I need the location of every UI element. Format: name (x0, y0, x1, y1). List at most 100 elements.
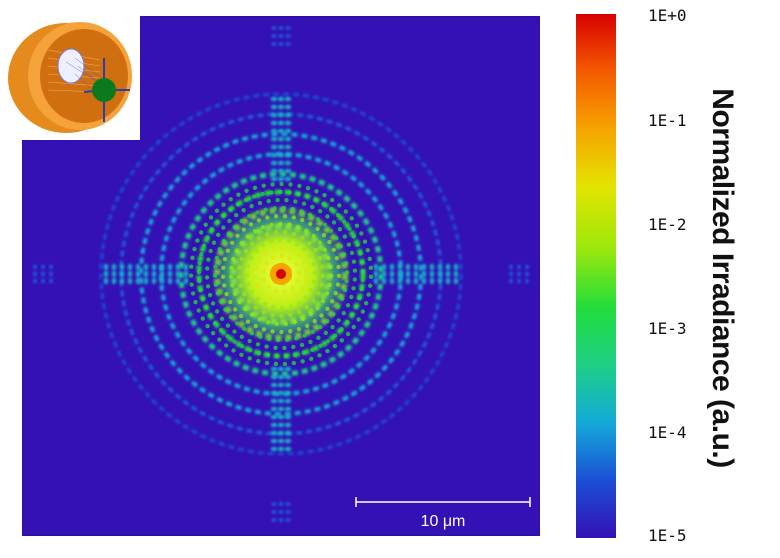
spike-dot (277, 446, 285, 452)
speckle-dot (273, 289, 279, 294)
speckle-dot (260, 225, 266, 230)
speckle-dot (350, 312, 355, 317)
spike-dot (103, 270, 109, 278)
speckle-dot (351, 259, 357, 264)
spike-dot (277, 414, 285, 420)
spike-dot (159, 277, 165, 285)
spike-dot (284, 446, 292, 452)
spike-dot (509, 278, 513, 284)
speckle-dot (368, 265, 373, 271)
speckle-dot (254, 248, 259, 253)
speckle-dot (309, 356, 314, 361)
spike-dot (278, 518, 284, 522)
spike-dot (284, 366, 292, 372)
colorbar-tick-1e-1: 1E-1 (648, 111, 687, 130)
speckle-dot (325, 306, 330, 312)
spike-dot (111, 277, 117, 285)
spike-dot (135, 270, 141, 278)
speckle-dot (235, 233, 240, 238)
spike-dot (284, 96, 292, 102)
speckle-dot (255, 342, 261, 347)
spike-dot (127, 270, 133, 278)
spike-dot (429, 270, 435, 278)
spike-dot (270, 398, 278, 404)
colorbar-tick-1e-4: 1E-4 (648, 423, 687, 442)
spike-dot (271, 42, 277, 46)
speckle-dot (352, 277, 357, 282)
spike-dot (143, 263, 149, 271)
speckle-dot (313, 247, 318, 253)
speckle-dot (282, 345, 287, 351)
speckle-dot (312, 318, 317, 324)
speckle-dot (221, 265, 226, 270)
speckle-dot (290, 285, 295, 291)
speckle-dot (301, 201, 307, 206)
speckle-dot (257, 200, 263, 206)
spike-dot (277, 374, 285, 380)
speckle-dot (360, 269, 366, 274)
speckle-dot (231, 348, 236, 353)
speckle-dot (307, 253, 313, 259)
speckle-dot (238, 313, 244, 319)
spike-dot (397, 277, 403, 285)
speckle-dot (279, 253, 284, 259)
speckle-dot (351, 324, 356, 330)
telescope-model-inset (0, 0, 140, 140)
speckle-dot (278, 189, 283, 195)
speckle-dot (315, 306, 320, 311)
spike-dot (270, 390, 278, 396)
spike-dot (277, 430, 285, 436)
diffraction-ring (178, 171, 384, 377)
speckle-dot (264, 360, 270, 366)
spike-dot (525, 271, 529, 277)
speckle-dot (288, 329, 293, 334)
speckle-dot (300, 316, 306, 322)
spike-dot (284, 398, 292, 404)
speckle-dot (261, 277, 267, 282)
spike-dot (167, 270, 173, 278)
speckle-dot (264, 260, 269, 266)
speckle-dot (334, 256, 340, 261)
spike-dot (413, 270, 419, 278)
speckle-dot (273, 230, 279, 235)
spike-dot (509, 271, 513, 277)
speckle-dot (271, 246, 276, 252)
spike-dot (159, 270, 165, 278)
speckle-dot (239, 352, 244, 358)
speckle-dot (263, 250, 268, 256)
speckle-dot (212, 273, 218, 278)
speckle-dot (239, 334, 245, 339)
spike-dot (270, 446, 278, 452)
speckle-dot (355, 242, 360, 248)
spike-dot (49, 264, 53, 270)
spike-dot (285, 502, 291, 506)
speckle-dot (325, 214, 330, 219)
speckle-dot (328, 264, 333, 270)
speckle-dot (287, 222, 292, 227)
speckle-dot (329, 197, 335, 203)
speckle-dot (205, 284, 211, 289)
speckle-dot (221, 238, 226, 244)
speckle-dot (211, 240, 217, 245)
spike-dot (175, 277, 181, 285)
speckle-dot (349, 250, 355, 256)
spike-dot (284, 152, 292, 158)
speckle-dot (205, 266, 210, 271)
spike-dot (405, 270, 411, 278)
spike-dot (453, 270, 459, 278)
spike-dot (277, 406, 285, 412)
speckle-dot (232, 224, 237, 230)
spike-dot (278, 510, 284, 514)
speckle-dot (273, 214, 279, 219)
speckle-dot (312, 270, 318, 276)
spike-dot (445, 270, 451, 278)
spike-dot (270, 120, 278, 126)
speckle-dot (189, 282, 194, 287)
speckle-dot (292, 352, 298, 358)
spike-dot (397, 263, 403, 271)
speckle-dot (325, 318, 330, 324)
speckle-dot (253, 323, 258, 329)
speckle-dot (241, 227, 246, 232)
speckle-dot (299, 209, 304, 214)
speckle-dot (315, 226, 320, 232)
